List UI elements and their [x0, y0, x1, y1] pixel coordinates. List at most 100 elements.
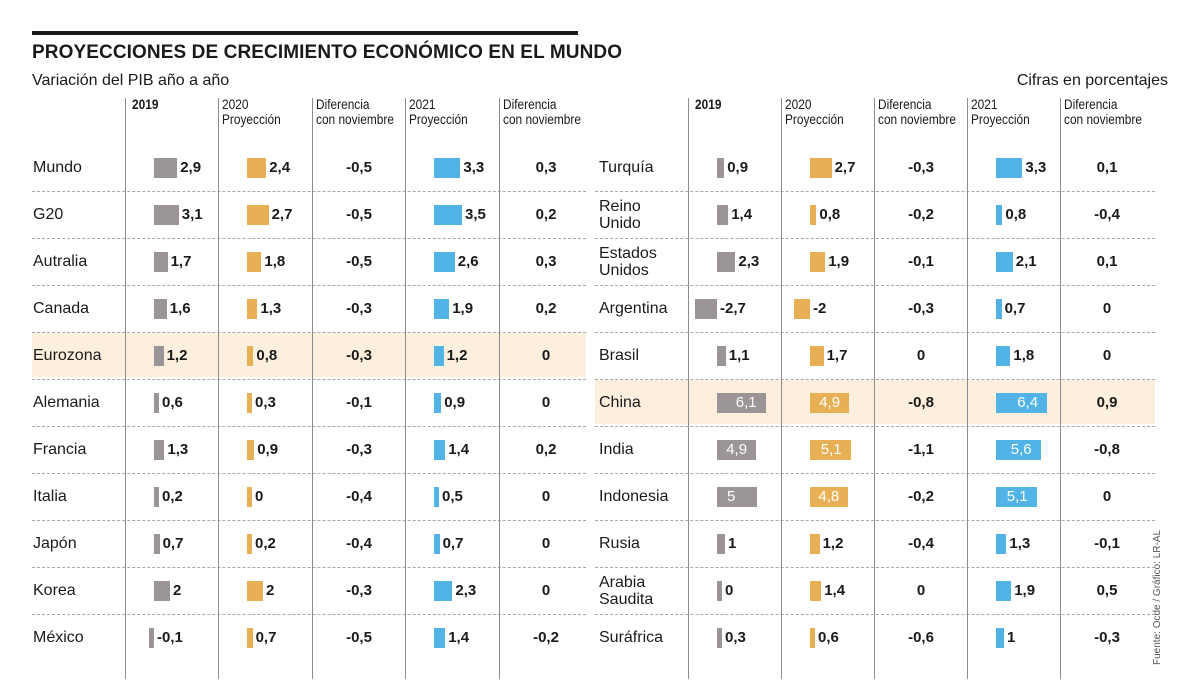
bar-2020	[247, 251, 262, 272]
value-label: 3,5	[465, 205, 486, 223]
value-label: 2,9	[180, 158, 202, 176]
value-label: -2	[813, 299, 827, 317]
country-label: Japón	[33, 535, 77, 552]
title-rule	[32, 31, 578, 35]
bar-2019	[717, 486, 757, 507]
difference-value: -1,1	[908, 440, 934, 458]
value-label: 6,4	[1017, 393, 1039, 411]
difference-value: 0,3	[535, 252, 557, 270]
bar-2020	[810, 251, 826, 272]
country-label: Reino Unido	[599, 197, 641, 232]
difference-value: -0,3	[908, 158, 934, 176]
value-label: 0	[255, 487, 264, 505]
difference-value: -0,3	[1094, 628, 1120, 646]
bar-2019	[717, 204, 729, 225]
row-divider	[32, 473, 586, 474]
bar-2019	[154, 439, 165, 460]
difference-value: -0,2	[908, 205, 934, 223]
bar-2019	[154, 345, 164, 366]
value-label: 0,8	[819, 205, 841, 223]
value-label: 1,1	[728, 346, 750, 364]
difference-value: -0,3	[346, 346, 372, 364]
country-label: Brasil	[599, 347, 640, 364]
difference-value: -0,4	[346, 487, 372, 505]
bar-2019	[149, 627, 154, 648]
bar-2019	[154, 392, 159, 413]
value-label: 1	[728, 534, 737, 552]
value-label: 4,8	[818, 487, 840, 505]
bar-2020	[247, 298, 258, 319]
difference-value: -0,4	[346, 534, 372, 552]
country-label: China	[599, 394, 641, 411]
country-label: Suráfrica	[599, 629, 664, 646]
difference-value: 0,1	[1096, 252, 1118, 270]
bar-2019	[717, 251, 736, 272]
value-label: 1,8	[1013, 346, 1035, 364]
bar-2020	[810, 392, 850, 413]
value-label: 1,3	[1009, 534, 1031, 552]
difference-value: 0	[541, 581, 551, 599]
bar-2019	[154, 580, 170, 601]
bar-2019	[717, 439, 757, 460]
row-divider	[32, 379, 586, 380]
value-label: 0,8	[1005, 205, 1027, 223]
row-divider	[32, 238, 586, 239]
column-header: 2020 Proyección	[785, 97, 844, 127]
difference-value: -0,2	[533, 628, 559, 646]
row-divider	[32, 191, 586, 192]
difference-value: -0,3	[346, 440, 372, 458]
country-label: Mundo	[33, 159, 82, 176]
bar-2020	[247, 439, 255, 460]
column-header: 2021 Proyección	[971, 97, 1030, 127]
difference-value: 0,3	[535, 158, 557, 176]
value-label: 1,3	[260, 299, 282, 317]
country-label: Indonesia	[599, 488, 669, 505]
column-divider	[874, 98, 875, 679]
bar-2019	[154, 298, 167, 319]
row-divider	[32, 567, 586, 568]
bar-2021	[434, 486, 439, 507]
bar-2021	[996, 204, 1003, 225]
row-divider	[595, 332, 1155, 333]
column-header: Diferencia con noviembre	[316, 97, 394, 127]
value-label: 6,1	[735, 393, 757, 411]
row-divider	[595, 473, 1155, 474]
bar-2019	[154, 157, 178, 178]
bar-2020	[810, 345, 824, 366]
value-label: 0,8	[256, 346, 278, 364]
bar-2021	[434, 251, 455, 272]
value-label: 1,4	[448, 628, 470, 646]
column-divider	[499, 98, 500, 679]
row-divider	[595, 426, 1155, 427]
value-label: 2,7	[834, 158, 856, 176]
country-label: Rusia	[599, 535, 640, 552]
value-label: 4,9	[726, 440, 748, 458]
bar-2021	[434, 204, 462, 225]
bar-2019	[154, 204, 179, 225]
row-divider	[595, 567, 1155, 568]
value-label: 0,9	[444, 393, 466, 411]
bar-2021	[996, 439, 1041, 460]
row-divider	[595, 379, 1155, 380]
difference-value: 0	[1102, 487, 1112, 505]
country-label: Autralia	[33, 253, 88, 270]
value-label: 1	[1007, 628, 1016, 646]
bar-2019	[154, 486, 159, 507]
bar-2020	[810, 580, 822, 601]
value-label: 0,3	[725, 628, 746, 646]
value-label: -2,7	[720, 299, 746, 317]
country-label: Italia	[33, 488, 67, 505]
value-label: 0,5	[442, 487, 463, 505]
bar-2021	[434, 627, 446, 648]
bar-2020	[810, 486, 849, 507]
bar-2019	[154, 533, 160, 554]
row-divider	[595, 520, 1155, 521]
column-divider	[218, 98, 219, 679]
bar-2020	[247, 392, 252, 413]
value-label: 2,6	[457, 252, 479, 270]
row-divider	[32, 520, 586, 521]
value-label: 1,4	[448, 440, 470, 458]
row-divider	[595, 191, 1155, 192]
difference-value: -0,3	[346, 299, 372, 317]
difference-value: -0,3	[908, 299, 934, 317]
